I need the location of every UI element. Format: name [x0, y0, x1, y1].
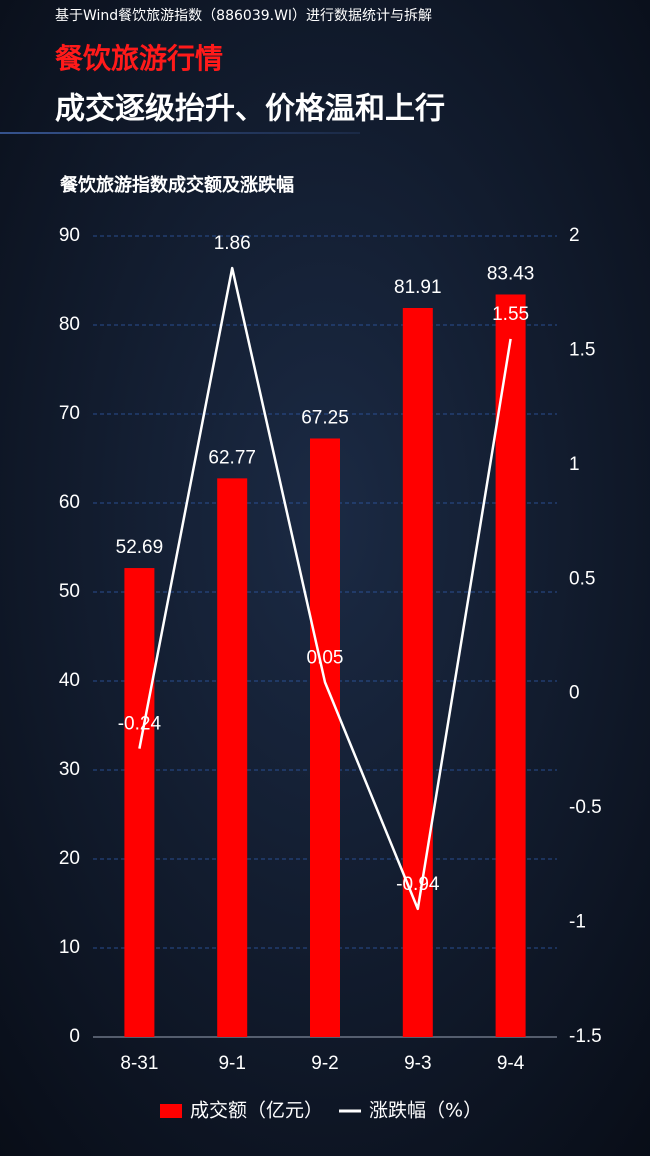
- line: [138, 266, 512, 911]
- y-tick-label: 30: [59, 759, 80, 780]
- value-label: 52.69: [116, 537, 164, 558]
- chart-title: 餐饮旅游指数成交额及涨跌幅: [59, 174, 294, 196]
- x-tick-label: 8-31: [120, 1053, 158, 1074]
- y2-tick-label: 1.5: [569, 339, 595, 360]
- y-tick-label: 60: [59, 492, 80, 513]
- legend-label: 涨跌幅（%）: [369, 1100, 482, 1122]
- x-tick-label: 9-3: [404, 1053, 431, 1074]
- y2-tick-label: -0.5: [569, 797, 602, 818]
- y-tick-label: 90: [59, 225, 80, 246]
- y-tick-label: 50: [59, 581, 80, 602]
- y-tick-label: 70: [59, 403, 80, 424]
- value-label: 1.55: [492, 304, 529, 325]
- y2-tick-label: -1: [569, 912, 586, 933]
- y2-tick-label: -1.5: [569, 1026, 602, 1047]
- x-tick-label: 9-2: [311, 1053, 338, 1074]
- plot: 0 10 20 30 40 50 60 70 80 90 -1.5 -1 -0.5 0 0.5 1 1.5 2 8-…: [59, 225, 602, 1121]
- y2-tick-label: 0.5: [569, 568, 595, 589]
- value-label: 1.86: [214, 233, 251, 254]
- y2-tick-label: 2: [569, 225, 580, 246]
- headline: 成交逐级抬升、价格温和上行: [55, 92, 445, 127]
- bar: [310, 438, 340, 1038]
- legend-label: 成交额（亿元）: [190, 1100, 323, 1122]
- value-label: 81.91: [394, 277, 442, 298]
- legend-swatch: [160, 1104, 182, 1118]
- section-tag: 餐饮旅游行情: [55, 42, 223, 75]
- source-note: 基于Wind餐饮旅游指数（886039.WI）进行数据统计与拆解: [55, 7, 432, 24]
- bar: [217, 478, 248, 1037]
- value-label: 62.77: [208, 447, 256, 468]
- y-tick-label: 40: [59, 670, 80, 691]
- value-label: 67.25: [301, 407, 349, 428]
- y-tick-label: 20: [59, 848, 80, 869]
- y-tick-label: 0: [69, 1026, 80, 1047]
- bar: [124, 568, 155, 1037]
- bar: [402, 308, 433, 1038]
- separator: [0, 132, 360, 134]
- bar: [495, 294, 526, 1037]
- y-tick-label: 10: [59, 937, 80, 958]
- y-tick-label: 80: [59, 314, 80, 335]
- x-tick-label: 9-1: [218, 1053, 245, 1074]
- value-label: -0.24: [118, 714, 162, 735]
- value-label: -0.94: [396, 874, 440, 895]
- value-label: 0.05: [307, 647, 344, 668]
- value-label: 83.43: [487, 263, 535, 284]
- x-tick-label: 9-4: [497, 1053, 525, 1074]
- y2-tick-label: 1: [569, 454, 580, 475]
- y2-tick-label: 0: [569, 683, 580, 704]
